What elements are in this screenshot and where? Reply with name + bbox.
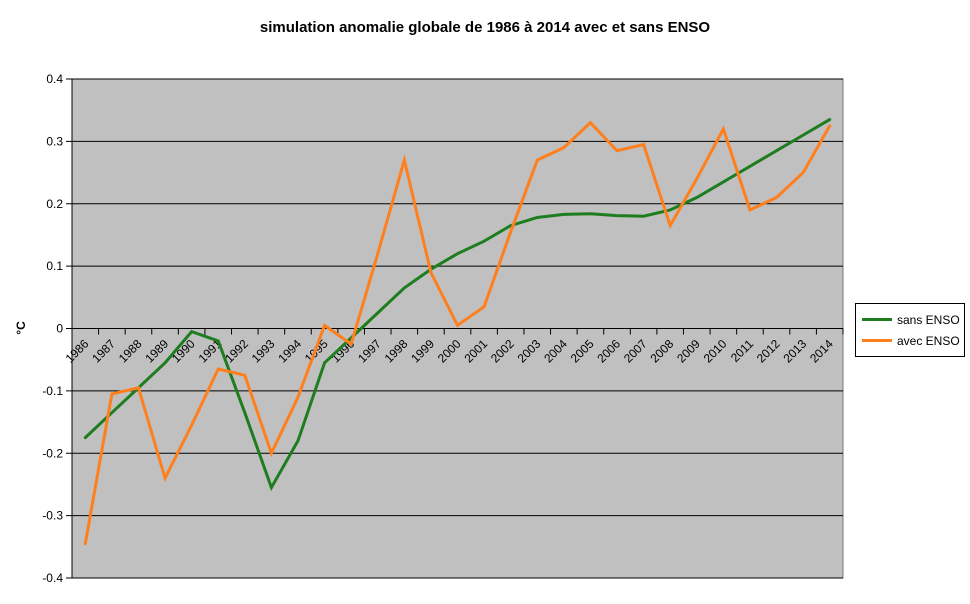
y-tick-label: 0.4: [46, 72, 63, 86]
legend-swatch-sans-enso: [862, 318, 892, 321]
series-avec-enso-line: [83, 120, 832, 546]
legend-label-sans-enso: sans ENSO: [897, 312, 960, 327]
y-tick-label: 0: [56, 322, 63, 336]
legend-item-sans-enso: sans ENSO: [862, 313, 964, 327]
y-tick-label: 0.3: [46, 134, 63, 148]
series-sans-enso-line: [83, 118, 832, 492]
y-tick-label: 0.1: [46, 259, 63, 273]
y-tick-label: -0.4: [42, 571, 63, 585]
y-tick-label: -0.2: [42, 446, 63, 460]
y-tick-label: -0.1: [42, 384, 63, 398]
legend-item-avec-enso: avec ENSO: [862, 334, 964, 348]
y-tick-label: -0.3: [42, 509, 63, 523]
legend-swatch-avec-enso: [862, 339, 892, 342]
legend-label-avec-enso: avec ENSO: [897, 333, 960, 348]
legend: sans ENSO avec ENSO: [855, 303, 965, 357]
y-tick-label: 0.2: [46, 197, 63, 211]
chart-title: simulation anomalie globale de 1986 à 20…: [259, 19, 711, 36]
